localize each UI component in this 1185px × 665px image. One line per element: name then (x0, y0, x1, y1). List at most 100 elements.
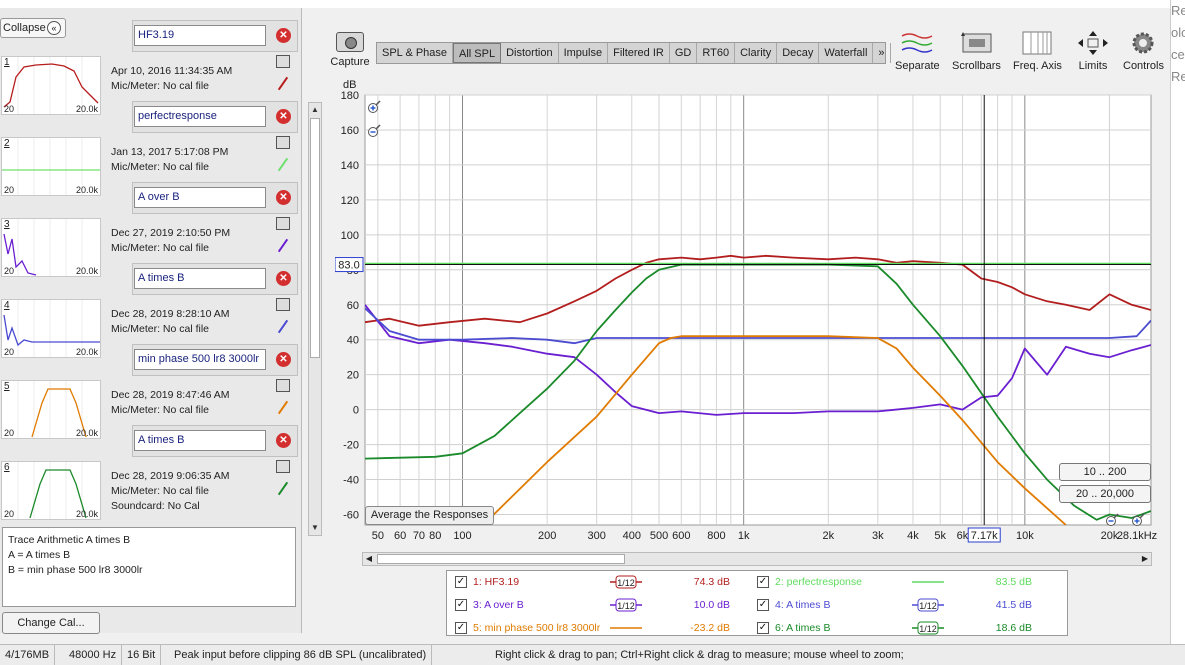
thumbnail-trace (3, 300, 100, 357)
trace-color-icon[interactable] (276, 238, 290, 253)
legend-checkbox[interactable]: ✓ (757, 622, 769, 634)
measurement-name-field[interactable]: A times B (134, 430, 266, 451)
measurement-index: 5 (4, 381, 10, 392)
legend-item[interactable]: ✓ 1: HF3.19 1/12 74.3 dB (455, 572, 745, 592)
scrollbars-icon (959, 30, 993, 56)
spl-chart-svg[interactable]: dB180160140120100806040200-20-40-6050607… (334, 78, 1157, 548)
legend-checkbox[interactable]: ✓ (757, 576, 769, 588)
tab-spl-phase[interactable]: SPL & Phase (377, 43, 454, 63)
change-cal-button[interactable]: Change Cal... (2, 612, 100, 634)
legend-item[interactable]: ✓ 3: A over B 1/12 10.0 dB (455, 595, 745, 615)
separate-button[interactable]: Separate (895, 30, 940, 72)
y-unit-label: dB (343, 79, 356, 91)
x-tick-label: 500 (650, 530, 668, 542)
delete-measurement-icon[interactable]: ✕ (276, 109, 291, 124)
trace-color-icon[interactable] (276, 157, 290, 172)
scrollbars-button[interactable]: Scrollbars (952, 30, 1001, 72)
x-tick-label: 4k (907, 530, 919, 542)
tab-overflow-button[interactable]: » (873, 43, 891, 63)
zoom-in-x-icon[interactable] (1132, 513, 1145, 526)
x-tick-label: 400 (623, 530, 641, 542)
eq-icon[interactable] (276, 379, 290, 392)
right-edge-text: Re (1171, 3, 1185, 18)
delete-measurement-icon[interactable]: ✕ (276, 433, 291, 448)
scroll-up-arrow-icon[interactable]: ▲ (311, 105, 319, 114)
legend-item[interactable]: ✓ 4: A times B 1/12 41.5 dB (757, 595, 1047, 615)
legend-checkbox[interactable]: ✓ (757, 599, 769, 611)
smoothing-symbol: 1/12 (912, 621, 944, 635)
limits-button[interactable]: Limits (1076, 30, 1110, 72)
tool-label: Freq. Axis (1013, 60, 1062, 72)
measurement-list-scrollbar[interactable]: ▲ ▼ (308, 102, 322, 536)
graph-horizontal-scrollbar[interactable]: ◀ ▶ (362, 552, 1152, 566)
legend-checkbox[interactable]: ✓ (455, 599, 467, 611)
trace-color-icon[interactable] (276, 76, 290, 91)
tab-decay[interactable]: Decay (777, 43, 820, 63)
eq-icon[interactable] (276, 460, 290, 473)
measurement-name-field[interactable]: perfectresponse (134, 106, 266, 127)
range-10-200-button[interactable]: 10 .. 200 (1059, 463, 1151, 481)
delete-measurement-icon[interactable]: ✕ (276, 190, 291, 205)
legend-value: 83.5 dB (995, 576, 1032, 588)
scroll-right-arrow-icon[interactable]: ▶ (1141, 554, 1149, 563)
tab-clarity[interactable]: Clarity (735, 43, 778, 63)
measurement-card[interactable]: A times B ✕ 4 20 20.0k Dec 28, 2019 8:28:10 A… (0, 259, 300, 358)
eq-icon[interactable] (276, 217, 290, 230)
eq-icon[interactable] (276, 298, 290, 311)
capture-button[interactable]: Capture (330, 30, 370, 72)
average-responses-button[interactable]: Average the Responses (365, 506, 494, 525)
legend-item[interactable]: ✓ 5: min phase 500 lr8 3000lr -23.2 dB (455, 618, 745, 638)
measurement-name-field[interactable]: A over B (134, 187, 266, 208)
measurement-card[interactable]: A times B ✕ 6 20 20.0k Dec 28, 2019 9:06:35 A… (0, 421, 300, 520)
legend-item[interactable]: ✓ 6: A times B 1/12 18.6 dB (757, 618, 1047, 638)
measurement-card[interactable]: HF3.19 ✕ 1 20 20.0k Apr 10, 2016 11:34:35 AM M… (0, 16, 300, 115)
measurement-thumbnail[interactable]: 3 20 20.0k (1, 218, 101, 277)
trace-color-icon[interactable] (276, 481, 290, 496)
trace-color-icon[interactable] (276, 400, 290, 415)
tab-filtered-ir[interactable]: Filtered IR (608, 43, 670, 63)
spl-graph[interactable]: dB180160140120100806040200-20-40-6050607… (334, 78, 1157, 548)
y-tick-label: 0 (353, 405, 359, 417)
measurement-card[interactable]: A over B ✕ 3 20 20.0k Dec 27, 2019 2:10:50 PM… (0, 178, 300, 277)
arith-line: Trace Arithmetic A times B (8, 534, 131, 546)
legend-item[interactable]: ✓ 2: perfectresponse 83.5 dB (757, 572, 1047, 592)
measurement-card[interactable]: perfectresponse ✕ 2 20 20.0k Jan 13, 2017 5:1… (0, 97, 300, 196)
freq-axis-button[interactable]: Freq. Axis (1013, 30, 1062, 72)
controls-button[interactable]: Controls (1123, 30, 1164, 72)
delete-measurement-icon[interactable]: ✕ (276, 352, 291, 367)
collapse-button[interactable]: Collapse « (0, 18, 66, 38)
measurement-thumbnail[interactable]: 6 20 20.0k (1, 461, 101, 520)
measurement-thumbnail[interactable]: 1 20 20.0k (1, 56, 101, 115)
tab-gd[interactable]: GD (670, 43, 698, 63)
measurement-name-field[interactable]: A times B (134, 268, 266, 289)
range-20-20000-button[interactable]: 20 .. 20,000 (1059, 485, 1151, 503)
legend-name: 2: perfectresponse (775, 576, 862, 588)
measurement-thumbnail[interactable]: 2 20 20.0k (1, 137, 101, 196)
trace-color-icon[interactable] (276, 319, 290, 334)
measurement-thumbnail[interactable]: 4 20 20.0k (1, 299, 101, 358)
delete-measurement-icon[interactable]: ✕ (276, 271, 291, 286)
scroll-down-arrow-icon[interactable]: ▼ (311, 523, 319, 532)
zoom-out-y-icon[interactable] (368, 124, 381, 137)
scroll-thumb[interactable] (310, 118, 320, 358)
tab-waterfall[interactable]: Waterfall (819, 43, 874, 63)
tab-impulse[interactable]: Impulse (559, 43, 609, 63)
tab-rt60[interactable]: RT60 (697, 43, 736, 63)
measurement-name-field[interactable]: HF3.19 (134, 25, 266, 46)
scroll-left-arrow-icon[interactable]: ◀ (365, 554, 373, 563)
eq-icon[interactable] (276, 136, 290, 149)
thumbnail-freq-high: 20.0k (75, 428, 98, 438)
measurement-name-field[interactable]: min phase 500 lr8 3000lr (134, 349, 266, 370)
measurement-thumbnail[interactable]: 5 20 20.0k (1, 380, 101, 439)
measurement-card[interactable]: min phase 500 lr8 3000lr ✕ 5 20 20.0k Dec 28,… (0, 340, 300, 439)
legend-checkbox[interactable]: ✓ (455, 622, 467, 634)
tab-all-spl[interactable]: All SPL (453, 43, 502, 63)
delete-measurement-icon[interactable]: ✕ (276, 28, 291, 43)
zoom-in-y-icon[interactable] (368, 100, 381, 113)
tab-distortion[interactable]: Distortion (501, 43, 559, 63)
h-scroll-thumb[interactable] (377, 554, 625, 564)
eq-icon[interactable] (276, 55, 290, 68)
thumbnail-freq-low: 20 (4, 266, 15, 276)
legend-checkbox[interactable]: ✓ (455, 576, 467, 588)
zoom-out-x-icon[interactable] (1106, 513, 1119, 526)
